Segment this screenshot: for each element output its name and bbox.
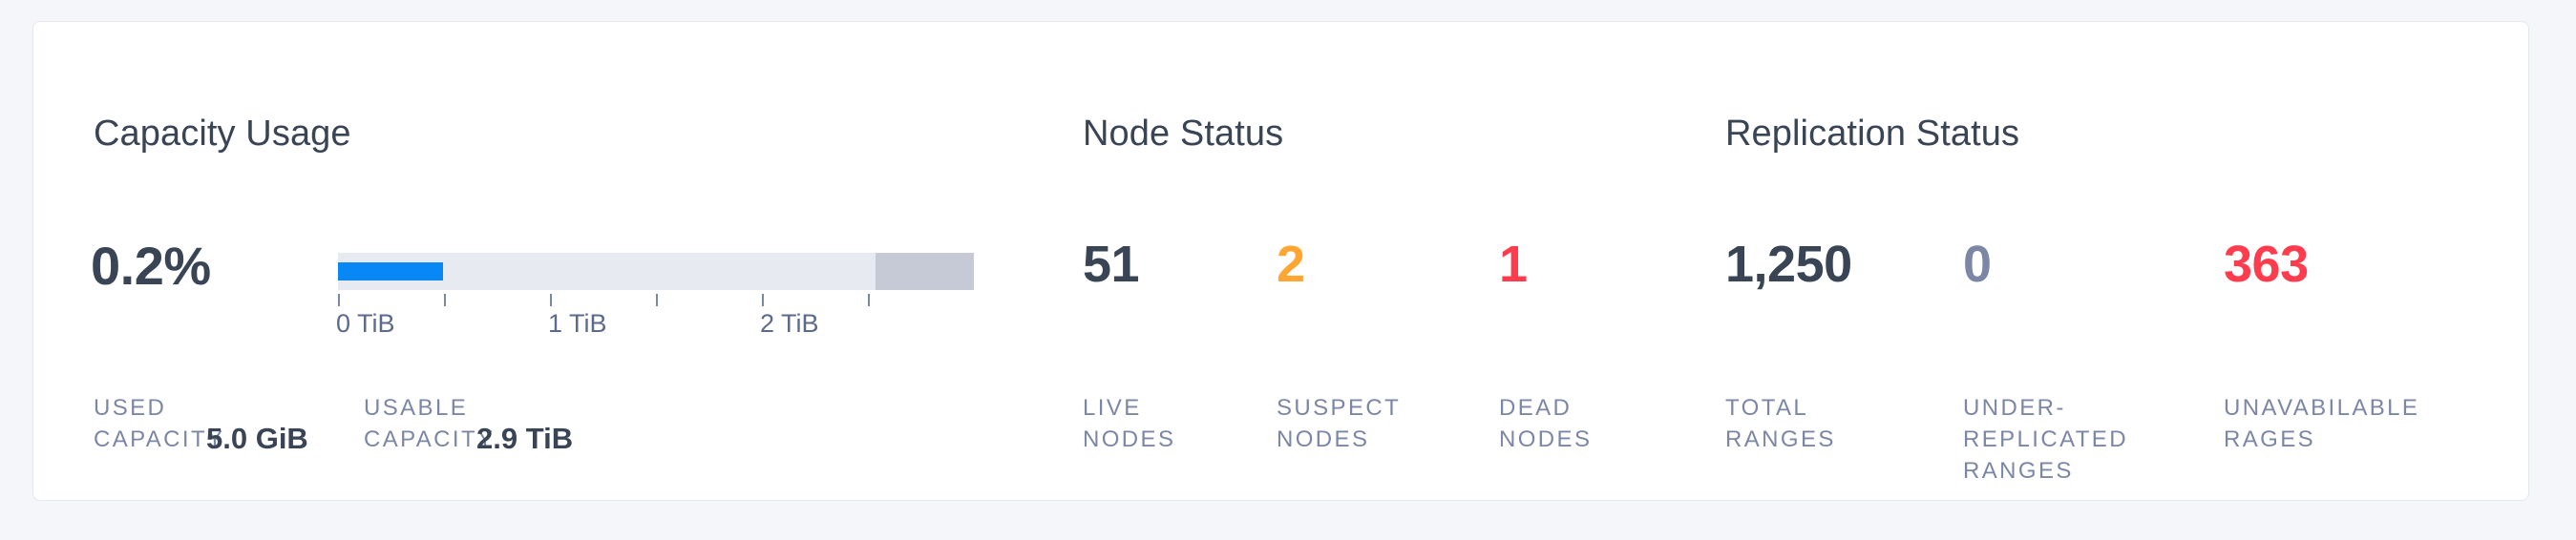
stat-label: UNDER- REPLICATED RANGES (1963, 395, 2128, 484)
metric-label: USABLE CAPACITY (364, 395, 496, 452)
section-title-node-status: Node Status (1083, 114, 1284, 154)
stat-label: SUSPECT NODES (1277, 395, 1402, 452)
axis-tick-label: 2 TiB (760, 309, 819, 338)
stat-label: LIVE NODES (1083, 395, 1176, 452)
capacity-bar-used-fill (338, 262, 443, 280)
stat-value: 51 (1083, 236, 1140, 293)
metric-value: 5.0 GiB (206, 422, 308, 455)
axis-tick (868, 294, 870, 306)
axis-tick (550, 294, 552, 306)
stat-label: DEAD NODES (1499, 395, 1593, 452)
axis-tick (338, 294, 340, 306)
capacity-usage-chart: 0 TiB 1 TiB 2 TiB (336, 253, 974, 338)
axis-tick (762, 294, 764, 306)
axis-tick-label: 1 TiB (548, 309, 607, 338)
stat-value: 363 (2224, 236, 2309, 293)
metric-label: USED CAPACITY (94, 395, 225, 452)
cluster-summary-card: Capacity Usage 0.2% 0 TiB 1 TiB 2 TiB US… (32, 21, 2529, 501)
stat-label: TOTAL RANGES (1725, 395, 1836, 452)
stat-value: 2 (1277, 236, 1305, 293)
stat-value: 1 (1499, 236, 1528, 293)
stat-label: UNAVABILABLE RAGES (2224, 395, 2420, 452)
section-title-capacity-usage: Capacity Usage (94, 114, 351, 154)
capacity-bar-track (338, 253, 974, 290)
stat-value: 0 (1963, 236, 1992, 293)
axis-tick-label: 0 TiB (336, 309, 395, 338)
stat-value: 1,250 (1725, 236, 1852, 293)
metric-value: 2.9 TiB (476, 422, 574, 455)
capacity-usage-percent: 0.2% (91, 236, 211, 296)
axis-tick (444, 294, 446, 306)
axis-tick (656, 294, 658, 306)
capacity-bar-unusable-segment (876, 253, 974, 290)
section-title-replication-status: Replication Status (1725, 114, 2020, 154)
capacity-bar-axis: 0 TiB 1 TiB 2 TiB (336, 290, 974, 338)
